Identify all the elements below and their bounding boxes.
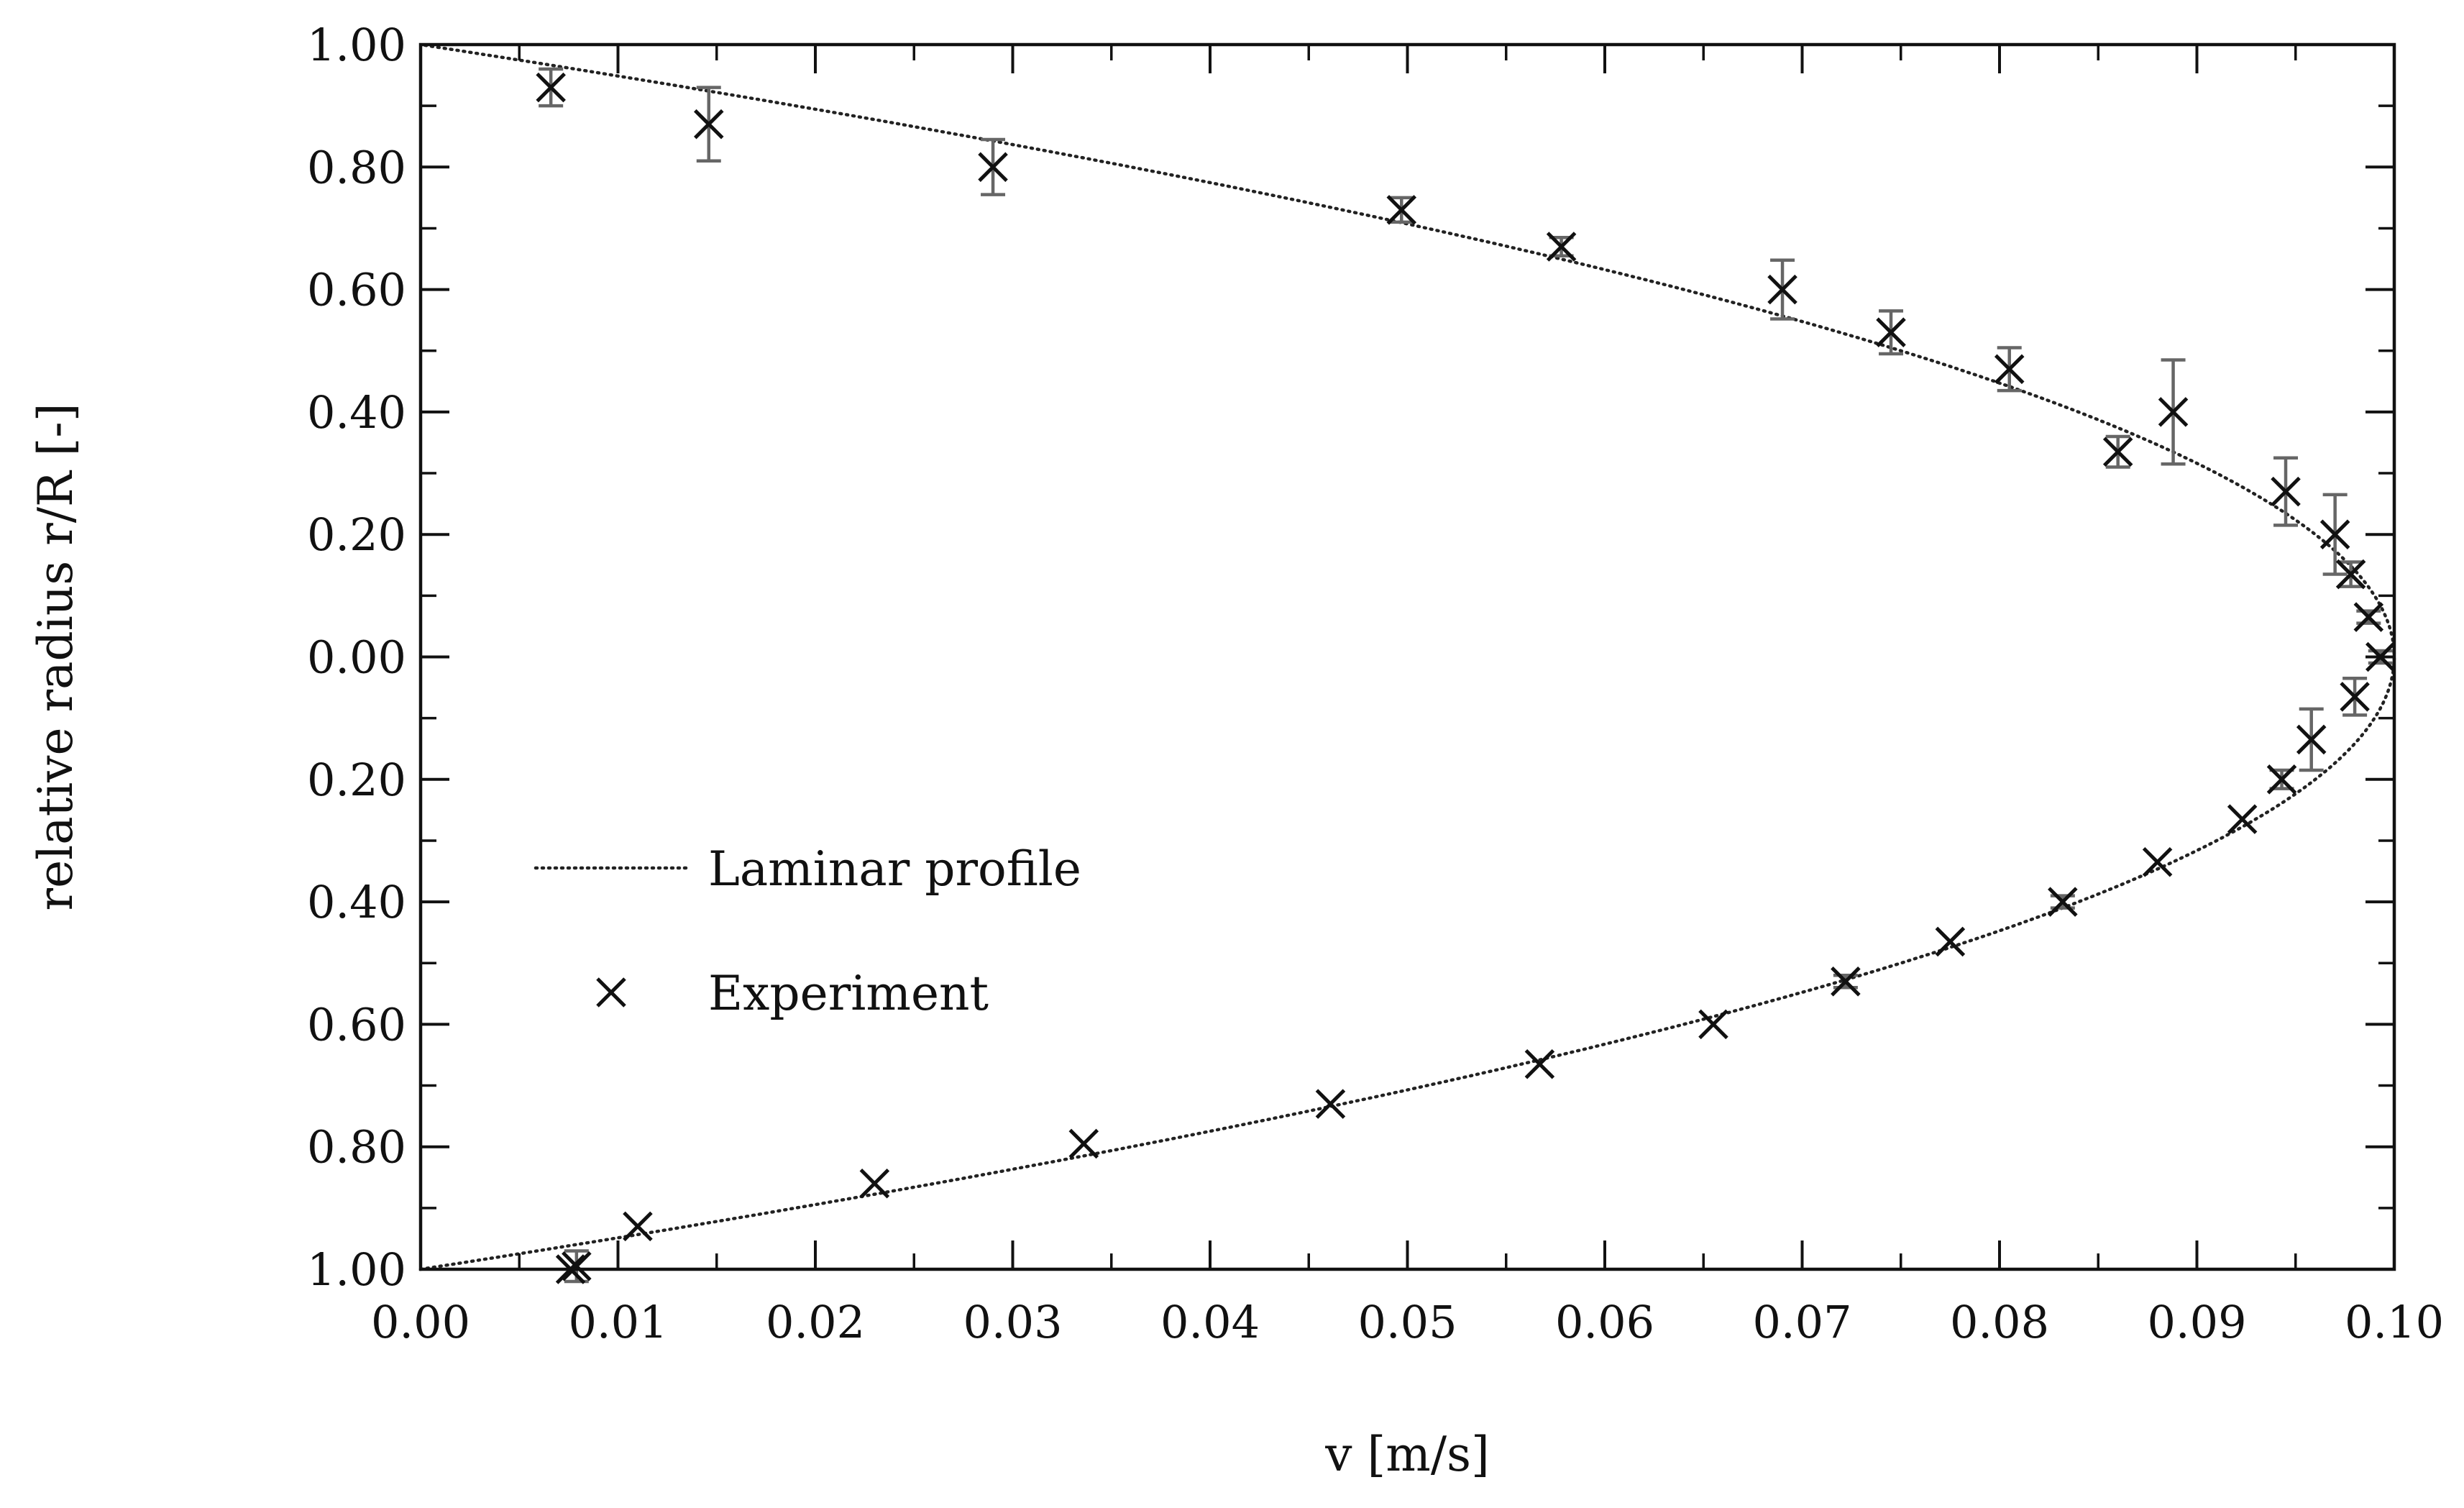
experiment-point [1935,926,1966,957]
x-marker-stroke [2266,764,2297,795]
experiment-point [2296,707,2327,772]
x-marker-stroke [2296,724,2327,755]
experiment-point [2353,602,2384,632]
x-marker-stroke [859,1169,890,1199]
y-tick-label: 0.40 [307,386,406,439]
experiment-point [1546,232,1577,262]
experiment-point [2266,764,2297,795]
experiment-point [1315,1089,1346,1119]
y-tick-label: 1.00 [307,19,406,71]
x-axis-label: v [m/s] [1324,1427,1489,1482]
experiment-point [1831,967,1861,997]
x-tick-label: 0.08 [1950,1296,2049,1348]
experiment-point [1068,1128,1099,1159]
x-tick-label: 0.04 [1160,1296,1260,1348]
experiment-point [1767,258,1797,321]
experiment-point [2335,559,2366,590]
x-marker-stroke [1386,195,1417,225]
y-axis-label: relative radius r/R [-] [28,403,83,911]
x-marker-stroke [1068,1128,1099,1159]
experiment-point [2048,887,2078,917]
experiment-point [2340,677,2370,717]
experiment-point [623,1211,653,1242]
x-marker-stroke [2335,559,2366,590]
experiment-point [2227,804,2258,834]
experiment-point [694,86,724,163]
x-marker-stroke [1546,232,1577,262]
x-marker-stroke [694,109,724,140]
x-marker-stroke [1315,1089,1346,1119]
x-marker-stroke [1876,317,1906,347]
experiment-point [1524,1048,1555,1079]
x-marker-stroke [2340,682,2370,712]
legend-laminar-label: Laminar profile [708,841,1081,897]
x-marker-stroke [536,72,566,103]
x-tick-label: 0.07 [1752,1296,1851,1348]
experiment-points-layer [536,67,2396,1284]
y-tick-label: 0.00 [307,631,406,684]
axes-layer: 0.00 0.01 0.02 0.03 0.04 0.05 0.06 0.07 0.08 0.09… [307,19,2444,1348]
x-marker-stroke [623,1211,653,1242]
y-tick-label: 0.60 [307,998,406,1051]
x-tick-label: 0.09 [2147,1296,2246,1348]
y-tick-label: 0.80 [307,1121,406,1174]
y-tick-label: 0.40 [307,876,406,928]
y-tick-label: 0.80 [307,141,406,193]
y-tick-label: 1.00 [307,1243,406,1296]
experiment-point [978,137,1008,196]
x-tick-label: 0.10 [2345,1296,2444,1348]
plot-frame [418,42,2396,1271]
experiment-point [859,1169,890,1199]
x-marker-stroke [2353,602,2384,632]
experiment-point [2102,434,2133,469]
x-marker-stroke [1935,926,1966,957]
legend-experiment-swatch [596,977,626,1007]
laminar-profile-line [418,42,2396,1271]
experiment-point [2158,358,2189,466]
x-marker-stroke [1994,354,2025,385]
x-marker-stroke [2142,846,2173,877]
experiment-point [2319,493,2350,576]
x-tick-label: 0.05 [1357,1296,1457,1348]
laminar-profile-layer [418,42,2396,1271]
x-marker-stroke [2271,476,2301,507]
x-marker-stroke [562,1251,592,1281]
x-marker-stroke [1698,1009,1728,1040]
x-marker-stroke [2102,437,2133,467]
y-tick-label: 0.20 [307,508,406,561]
x-marker-stroke [1767,274,1797,305]
x-tick-label: 0.03 [963,1296,1062,1348]
x-marker-stroke [1524,1048,1555,1079]
experiment-point [1994,346,2025,393]
experiment-point [1876,309,1906,356]
experiment-point [1698,1009,1728,1040]
x-marker-stroke [1831,967,1861,997]
experiment-point [536,67,566,108]
x-marker-stroke [978,152,1008,183]
x-tick-label: 0.06 [1555,1296,1654,1348]
x-tick-label: 0.00 [371,1296,470,1348]
x-marker-stroke [2319,519,2350,549]
y-tick-label: 0.60 [307,264,406,316]
legend-experiment-label: Experiment [708,966,989,1021]
y-tick-label: 0.20 [307,754,406,806]
x-marker-stroke [2227,804,2258,834]
legend: Laminar profile Experiment [533,841,1081,1021]
x-tick-label: 0.01 [568,1296,667,1348]
x-tick-label: 0.02 [766,1296,865,1348]
experiment-point [2271,456,2301,527]
x-marker-stroke [2158,397,2189,427]
experiment-point [1386,195,1417,225]
experiment-point [2142,846,2173,877]
x-marker-stroke [2048,887,2078,917]
